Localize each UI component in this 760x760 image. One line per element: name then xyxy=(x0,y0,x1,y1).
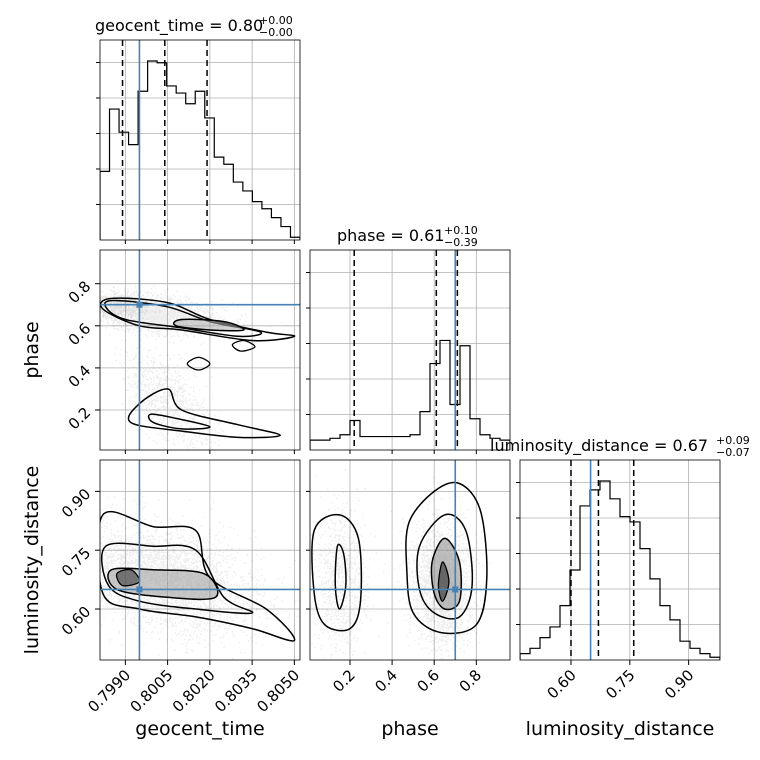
title-luminosity-distance-minus: −0.07 xyxy=(716,446,750,459)
contour-1-0-0 xyxy=(100,297,296,342)
contour-2-0-0 xyxy=(100,510,296,642)
contour-1-0-2 xyxy=(172,318,245,332)
xtick-label-phase-2: 0.6 xyxy=(413,666,443,696)
frame-luminosity-distance xyxy=(519,459,721,661)
xtick-label-geocent-time-1: 0.8005 xyxy=(127,666,177,716)
frame-2-0 xyxy=(99,459,301,661)
histogram-luminosity-distance xyxy=(520,480,720,660)
truth-marker-2-0 xyxy=(136,586,143,593)
xtick-label-geocent-time-2: 0.8020 xyxy=(169,666,219,716)
xtick-label-geocent-time-4: 0.8050 xyxy=(253,666,303,716)
title-phase-plus: +0.10 xyxy=(444,224,478,237)
panel-phase-vs-geocent-time xyxy=(100,250,300,450)
histogram-geocent-time xyxy=(100,60,300,240)
title-phase: phase = 0.61 xyxy=(337,226,444,245)
contour-2-1-0 xyxy=(405,481,488,635)
contour-1-0-5 xyxy=(186,356,211,371)
ytick-label-luminosity-distance-1: 0.75 xyxy=(58,544,94,580)
xtick-label-luminosity-distance-1: 0.75 xyxy=(602,666,638,702)
histogram-phase xyxy=(310,339,510,450)
panel-luminosity-distance-vs-phase xyxy=(310,460,510,660)
truth-marker-2-1 xyxy=(452,586,459,593)
ytick-label-phase-1: 0.4 xyxy=(65,362,95,392)
histogram-panel-luminosity-distance xyxy=(520,460,720,660)
xtick-label-geocent-time-3: 0.8035 xyxy=(211,666,261,716)
contour-2-0-1 xyxy=(100,542,254,615)
contour-2-1-3 xyxy=(437,561,450,602)
histogram-panel-phase xyxy=(310,250,510,450)
contour-2-1-4 xyxy=(311,513,363,632)
title-luminosity-distance-plus: +0.09 xyxy=(716,434,750,447)
title-geocent-time: geocent_time = 0.80 xyxy=(95,16,263,36)
contour-1-0-1 xyxy=(103,299,263,338)
frame-2-1 xyxy=(309,459,511,661)
contour-2-1-1 xyxy=(416,513,474,620)
xtick-label-phase-1: 0.4 xyxy=(371,666,401,696)
ytick-label-phase-2: 0.6 xyxy=(65,319,95,349)
x-axis-title-luminosity-distance: luminosity_distance xyxy=(526,718,715,740)
ytick-label-phase-0: 0.2 xyxy=(65,404,95,434)
y-axis-title-phase: phase xyxy=(21,321,43,378)
frame-geocent-time xyxy=(99,39,301,241)
title-geocent-time-plus: +0.00 xyxy=(259,14,293,27)
contour-1-0-3 xyxy=(127,388,282,439)
title-luminosity-distance: luminosity_distance = 0.67 xyxy=(490,436,708,456)
ytick-label-phase-3: 0.8 xyxy=(65,277,95,307)
panel-luminosity-distance-vs-geocent-time xyxy=(100,460,300,660)
xtick-label-phase-0: 0.2 xyxy=(329,666,359,696)
x-axis-title-phase: phase xyxy=(381,718,438,740)
frame-phase xyxy=(309,249,511,451)
xtick-label-geocent-time-0: 0.7990 xyxy=(84,666,134,716)
ytick-label-luminosity-distance-0: 0.60 xyxy=(58,603,94,639)
histogram-panel-geocent-time xyxy=(100,40,300,240)
x-axis-title-geocent-time: geocent_time xyxy=(135,718,264,740)
y-axis-title-luminosity-distance: luminosity_distance xyxy=(21,466,43,655)
samples-1-0-1 xyxy=(114,315,235,450)
contour-1-0-4 xyxy=(147,413,211,430)
title-phase-minus: −0.39 xyxy=(444,236,478,249)
truth-marker-1-0 xyxy=(136,301,143,308)
samples-1-0-0 xyxy=(100,280,283,345)
samples-2-1-1 xyxy=(310,460,393,660)
xtick-label-luminosity-distance-0: 0.60 xyxy=(543,666,579,702)
xtick-label-luminosity-distance-2: 0.90 xyxy=(661,666,697,702)
ytick-label-luminosity-distance-2: 0.90 xyxy=(58,485,94,521)
frame-1-0 xyxy=(99,249,301,451)
xtick-label-phase-3: 0.8 xyxy=(456,666,486,696)
title-geocent-time-minus: −0.00 xyxy=(259,26,293,39)
contour-1-0-6 xyxy=(231,339,256,352)
contour-2-1-5 xyxy=(334,543,347,610)
